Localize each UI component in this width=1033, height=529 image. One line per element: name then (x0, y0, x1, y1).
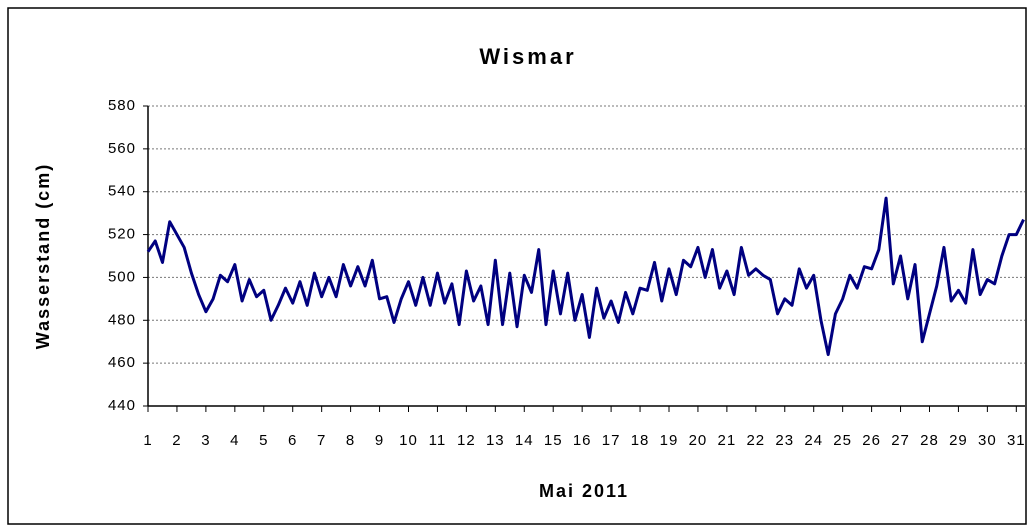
x-tick-label: 24 (804, 432, 823, 449)
x-tick-label: 7 (317, 432, 326, 449)
x-tick-label: 13 (486, 432, 505, 449)
x-tick-label: 5 (259, 432, 268, 449)
x-tick-label: 6 (288, 432, 297, 449)
x-tick-label: 16 (573, 432, 592, 449)
x-tick-label: 18 (631, 432, 650, 449)
x-tick-label: 2 (172, 432, 181, 449)
x-axis-label: Mai 2011 (539, 481, 629, 501)
x-tick-label: 28 (920, 432, 939, 449)
x-tick-label: 21 (718, 432, 737, 449)
y-tick-label: 540 (108, 183, 136, 200)
x-tick-label: 26 (862, 432, 881, 449)
y-axis-label: Wasserstand (cm) (33, 163, 53, 349)
chart-title: Wismar (479, 44, 576, 69)
x-tick-label: 12 (457, 432, 476, 449)
x-tick-label: 17 (602, 432, 621, 449)
x-tick-label: 22 (746, 432, 765, 449)
x-tick-label: 19 (660, 432, 679, 449)
y-tick-label: 460 (108, 354, 136, 371)
x-tick-label: 8 (346, 432, 355, 449)
y-tick-label: 520 (108, 226, 136, 243)
x-tick-label: 9 (375, 432, 384, 449)
x-tick-label: 20 (689, 432, 708, 449)
x-tick-label: 15 (544, 432, 563, 449)
x-tick-label: 23 (775, 432, 794, 449)
x-tick-label: 3 (201, 432, 210, 449)
data-line (146, 196, 1025, 357)
x-tick-label: 25 (833, 432, 852, 449)
x-tick-label: 11 (429, 432, 447, 449)
x-tick-label: 1 (143, 432, 152, 449)
chart-border (7, 7, 1027, 525)
y-tick-label: 440 (108, 397, 136, 414)
x-tick-label: 27 (891, 432, 910, 449)
y-tick-label: 480 (108, 311, 136, 328)
x-tick-label: 4 (230, 432, 239, 449)
x-tick-label: 29 (949, 432, 968, 449)
y-tick-label: 500 (108, 268, 136, 285)
x-tick-label: 30 (978, 432, 997, 449)
x-tick-label: 14 (515, 432, 534, 449)
x-tick-label: 31 (1007, 432, 1026, 449)
y-tick-label: 560 (108, 140, 136, 157)
y-tick-label: 580 (108, 97, 136, 114)
x-tick-label: 10 (399, 432, 418, 449)
